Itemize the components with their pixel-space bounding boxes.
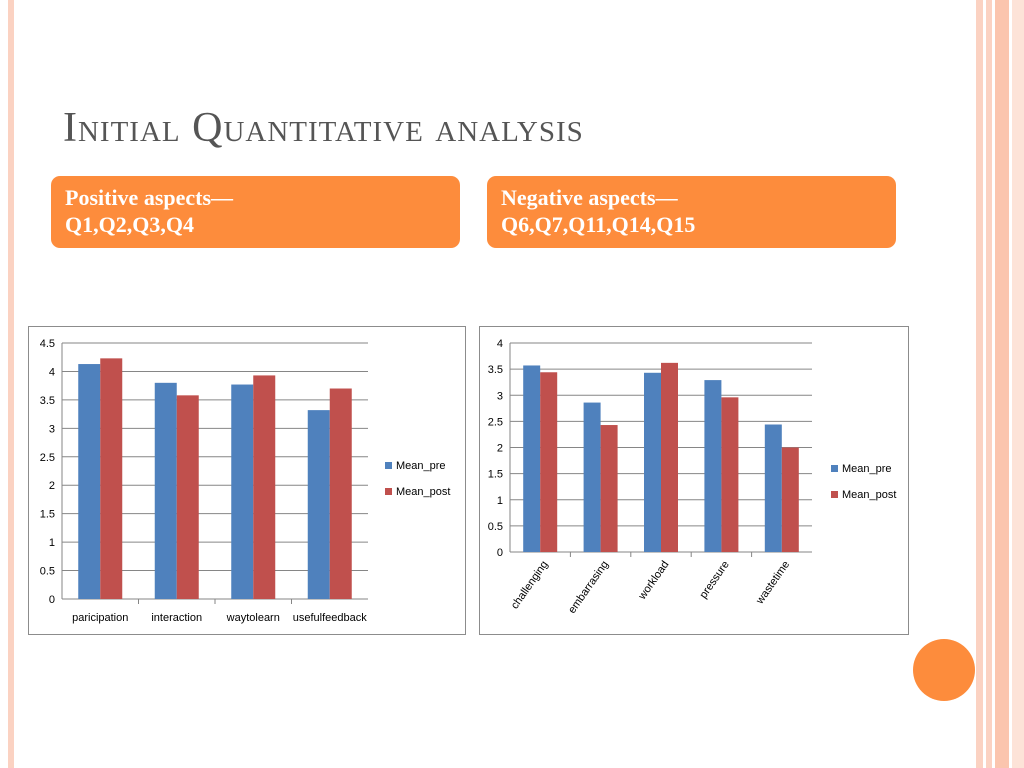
legend-swatch-mean-post	[831, 491, 838, 498]
bar-mean-pre-workload	[644, 372, 661, 552]
y-tick-label: 1.5	[488, 469, 503, 481]
right-decorative-stripe	[1012, 0, 1024, 768]
bar-mean-pre-interaction	[154, 382, 177, 599]
y-tick-label: 1	[497, 495, 503, 507]
bar-mean-post-embarrasing	[600, 425, 618, 552]
x-tick-label: interaction	[151, 612, 202, 624]
bar-mean-post-usefulfeedback	[329, 388, 352, 599]
x-tick-label: pressure	[697, 559, 731, 601]
right-decorative-stripe	[976, 0, 983, 768]
y-tick-label: 4	[49, 366, 55, 378]
x-tick-label: workload	[636, 559, 672, 603]
y-tick-label: 3.5	[488, 364, 503, 376]
bar-mean-post-challenging	[540, 372, 558, 552]
bar-mean-post-paricipation	[100, 358, 123, 599]
y-tick-label: 2	[49, 480, 55, 492]
y-tick-label: 4.5	[40, 338, 55, 350]
bar-mean-pre-embarrasing	[583, 402, 601, 552]
negative-aspects-questions: Q6,Q7,Q11,Q14,Q15	[501, 212, 696, 237]
x-tick-label: embarrasing	[566, 559, 611, 616]
bar-mean-pre-usefulfeedback	[307, 410, 330, 599]
y-tick-label: 2.5	[40, 452, 55, 464]
positive-aspects-heading: Positive aspects—	[65, 185, 234, 210]
negative-aspects-box: Negative aspects— Q6,Q7,Q11,Q14,Q15	[487, 176, 896, 248]
y-tick-label: 1	[49, 537, 55, 549]
y-tick-label: 1.5	[40, 509, 55, 521]
legend-label: Mean_pre	[396, 460, 446, 472]
bar-mean-pre-pressure	[704, 380, 722, 552]
y-tick-label: 3.5	[40, 395, 55, 407]
positive-aspects-questions: Q1,Q2,Q3,Q4	[65, 212, 194, 237]
right-decorative-stripe	[986, 0, 992, 768]
y-tick-label: 0.5	[40, 566, 55, 578]
negative-aspects-chart: 0 0.5 1 1.5 2 2.5 3 3.5 4 challenging embarrasing w…	[479, 326, 909, 635]
legend-label: Mean_post	[842, 489, 896, 501]
negative-aspects-heading: Negative aspects—	[501, 185, 678, 210]
x-tick-label: usefulfeedback	[293, 612, 367, 624]
x-tick-label: waytolearn	[226, 612, 280, 624]
negative-aspects-chart-svg: 0 0.5 1 1.5 2 2.5 3 3.5 4 challenging embarrasing w…	[488, 338, 897, 616]
left-decorative-stripe	[8, 0, 14, 768]
y-tick-label: 2	[497, 443, 503, 455]
bar-mean-post-wastetime	[781, 447, 799, 552]
right-decorative-stripe	[995, 0, 1009, 768]
legend-label: Mean_pre	[842, 463, 892, 475]
legend-swatch-mean-post	[385, 488, 392, 495]
bar-mean-post-pressure	[721, 397, 739, 552]
y-tick-label: 2.5	[488, 416, 503, 428]
positive-aspects-box: Positive aspects— Q1,Q2,Q3,Q4	[51, 176, 460, 248]
positive-aspects-chart: 0 0.5 1 1.5 2 2.5 3 3.5 4 4.5 paricipation interact…	[28, 326, 466, 635]
legend-label: Mean_post	[396, 486, 450, 498]
bar-mean-post-interaction	[176, 395, 199, 599]
x-tick-label: wastetime	[753, 559, 792, 607]
y-tick-label: 3	[497, 390, 503, 402]
bar-mean-pre-challenging	[523, 365, 541, 552]
y-tick-label: 4	[497, 338, 503, 350]
bar-mean-pre-wastetime	[764, 424, 782, 552]
bar-mean-post-waytolearn	[253, 375, 276, 599]
x-tick-label: paricipation	[72, 612, 128, 624]
y-tick-label: 0	[497, 547, 503, 559]
slide-title: Initial Quantitative analysis	[63, 105, 584, 151]
y-tick-label: 0	[49, 594, 55, 606]
y-tick-label: 0.5	[488, 521, 503, 533]
positive-aspects-chart-svg: 0 0.5 1 1.5 2 2.5 3 3.5 4 4.5 paricipation interact…	[40, 338, 451, 624]
bar-mean-pre-waytolearn	[231, 384, 254, 599]
legend-swatch-mean-pre	[831, 465, 838, 472]
bar-mean-post-workload	[661, 362, 678, 552]
decorative-circle	[913, 639, 975, 701]
bar-mean-pre-paricipation	[78, 364, 101, 599]
x-tick-label: challenging	[509, 559, 551, 611]
legend-swatch-mean-pre	[385, 462, 392, 469]
y-tick-label: 3	[49, 423, 55, 435]
